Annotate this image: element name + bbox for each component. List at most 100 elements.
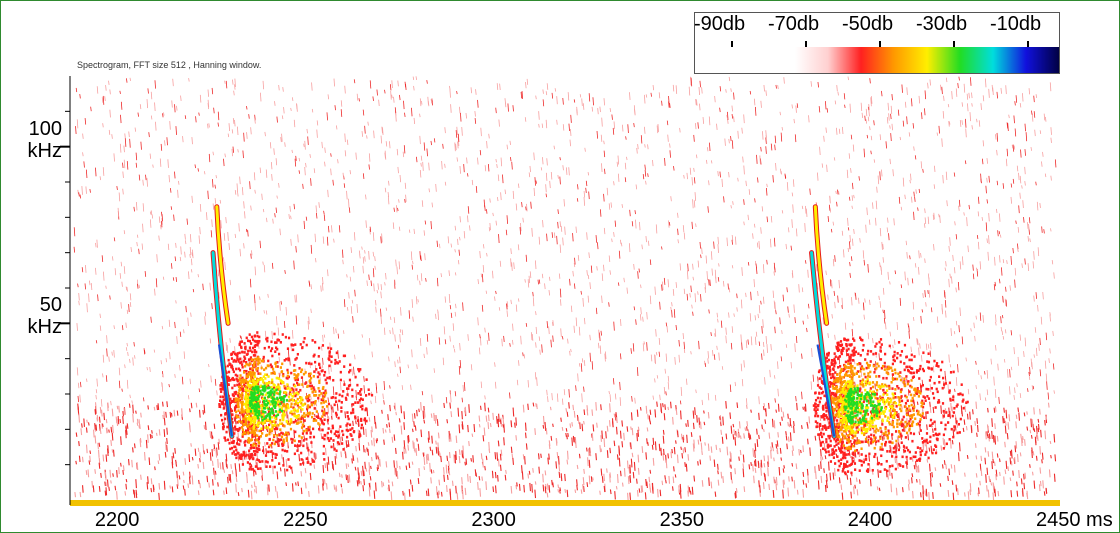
noise-mark	[254, 189, 256, 194]
noise-mark	[509, 392, 511, 399]
noise-mark	[953, 267, 956, 274]
noise-mark	[603, 473, 605, 482]
energy-mark	[360, 423, 363, 427]
noise-mark	[165, 411, 167, 418]
noise-mark	[254, 118, 256, 124]
noise-mark	[710, 251, 713, 260]
noise-mark	[944, 408, 947, 412]
noise-mark	[416, 409, 418, 417]
noise-mark	[991, 84, 994, 92]
energy-mark	[270, 340, 273, 344]
noise-mark	[618, 457, 621, 467]
energy-mark	[242, 415, 245, 418]
energy-mark	[245, 360, 248, 364]
noise-mark	[779, 111, 781, 116]
noise-mark	[437, 492, 439, 499]
noise-mark	[662, 429, 665, 435]
noise-mark	[876, 186, 878, 193]
noise-mark	[361, 334, 363, 338]
noise-mark	[801, 425, 803, 430]
energy-mark	[301, 414, 304, 418]
noise-mark	[216, 447, 218, 456]
noise-mark	[127, 351, 129, 356]
noise-mark	[466, 157, 468, 164]
noise-mark	[626, 426, 629, 432]
energy-mark	[276, 338, 279, 342]
noise-mark	[773, 262, 776, 270]
noise-mark	[78, 300, 80, 306]
noise-mark	[399, 174, 402, 183]
noise-mark	[1002, 259, 1005, 264]
energy-mark	[345, 424, 348, 427]
noise-mark	[942, 174, 944, 184]
noise-mark	[742, 454, 745, 463]
energy-mark	[233, 445, 236, 449]
noise-mark	[583, 360, 586, 367]
noise-mark	[450, 312, 453, 319]
noise-mark	[736, 293, 738, 299]
noise-mark	[415, 447, 418, 456]
noise-mark	[730, 471, 733, 480]
energy-mark	[294, 430, 297, 434]
noise-mark	[330, 168, 332, 176]
noise-mark	[678, 339, 680, 347]
noise-mark	[686, 293, 689, 301]
noise-mark	[499, 464, 502, 472]
noise-mark	[957, 281, 960, 291]
noise-mark	[465, 113, 467, 119]
energy-mark	[323, 393, 327, 397]
noise-mark	[413, 421, 415, 428]
noise-mark	[151, 434, 153, 439]
noise-mark	[644, 144, 646, 148]
energy-mark	[263, 346, 266, 350]
noise-mark	[900, 206, 903, 211]
noise-mark	[583, 485, 585, 493]
noise-mark	[731, 326, 734, 333]
noise-mark	[120, 114, 122, 124]
noise-mark	[333, 484, 336, 490]
noise-mark	[135, 201, 138, 211]
noise-mark	[557, 484, 560, 489]
noise-mark	[431, 99, 433, 106]
noise-mark	[706, 159, 708, 164]
noise-mark	[841, 297, 843, 307]
noise-mark	[348, 474, 351, 483]
noise-mark	[692, 199, 694, 209]
noise-mark	[603, 227, 606, 235]
noise-mark	[243, 243, 245, 249]
noise-mark	[428, 162, 430, 171]
energy-mark	[237, 358, 240, 361]
noise-mark	[924, 90, 927, 100]
noise-mark	[781, 330, 783, 334]
noise-mark	[413, 413, 416, 419]
noise-mark	[364, 125, 366, 134]
noise-mark	[263, 264, 266, 273]
noise-mark	[767, 402, 770, 409]
noise-mark	[467, 424, 469, 433]
noise-mark	[951, 440, 954, 445]
noise-mark	[626, 156, 628, 161]
noise-mark	[153, 349, 156, 353]
noise-mark	[1031, 385, 1034, 391]
noise-mark	[720, 429, 723, 435]
noise-mark	[149, 211, 152, 215]
noise-mark	[734, 436, 737, 446]
noise-mark	[764, 477, 767, 482]
noise-mark	[446, 485, 448, 493]
noise-mark	[225, 80, 228, 89]
noise-mark	[915, 189, 917, 194]
noise-mark	[441, 160, 443, 170]
noise-mark	[692, 410, 695, 419]
energy-mark	[237, 438, 240, 441]
noise-mark	[994, 281, 996, 287]
energy-mark	[224, 417, 227, 421]
energy-mark	[349, 428, 352, 432]
energy-mark	[285, 431, 288, 435]
noise-mark	[279, 228, 281, 236]
noise-mark	[229, 338, 231, 343]
noise-mark	[949, 364, 952, 368]
noise-mark	[191, 137, 193, 145]
noise-mark	[925, 343, 928, 351]
noise-mark	[826, 108, 829, 113]
noise-mark	[632, 343, 635, 352]
